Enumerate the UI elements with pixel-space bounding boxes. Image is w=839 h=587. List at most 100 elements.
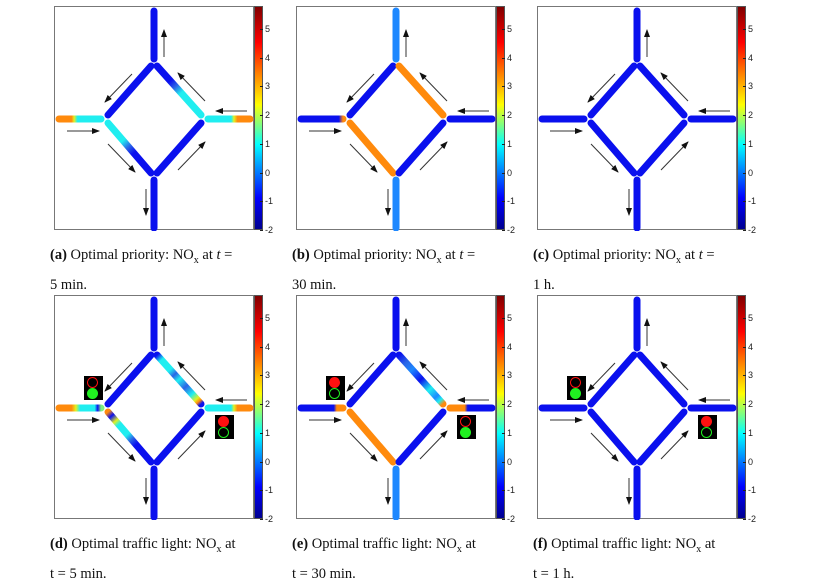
colorbar-tick-mark — [260, 433, 263, 434]
colorbar-tick-label: -2 — [748, 226, 756, 235]
colorbar-tick-mark — [502, 144, 505, 145]
colorbar-tick-mark — [260, 519, 263, 520]
colorbar-tick-mark — [743, 58, 746, 59]
colorbar-tick-label: 3 — [507, 371, 512, 380]
traffic-light-icon-right — [698, 415, 717, 439]
road-nw — [108, 66, 151, 115]
colorbar-tick-label: 3 — [265, 371, 270, 380]
network-plot-f — [537, 295, 737, 519]
red-lamp-icon — [218, 416, 229, 427]
colorbar-tick-mark — [502, 318, 505, 319]
colorbar — [254, 295, 263, 519]
subfigure-label: (c) — [533, 247, 549, 263]
traffic-light-icon-left — [567, 376, 586, 400]
caption-text: at — [442, 247, 460, 263]
colorbar-tick-mark — [743, 404, 746, 405]
colorbar-tick-mark — [502, 347, 505, 348]
colorbar-tick-label: -1 — [265, 486, 273, 495]
caption-line2: 30 min. — [292, 277, 336, 293]
road-sw — [108, 123, 151, 173]
colorbar-tick-label: 4 — [507, 343, 512, 352]
subfigure-label: (f) — [533, 536, 548, 552]
red-lamp-icon — [701, 416, 712, 427]
colorbar-tick-mark — [260, 347, 263, 348]
colorbar-tick-label: 3 — [265, 82, 270, 91]
colorbar-tick-label: 1 — [265, 429, 270, 438]
colorbar-tick-mark — [743, 115, 746, 116]
caption-text: = — [463, 247, 475, 263]
colorbar-tick-mark — [743, 173, 746, 174]
colorbar-tick-label: -2 — [265, 515, 273, 524]
colorbar-tick-label: 5 — [265, 25, 270, 34]
caption-text: at — [462, 536, 476, 552]
caption-text: at — [701, 536, 715, 552]
green-lamp-icon — [329, 388, 340, 399]
subfigure-label: (a) — [50, 247, 67, 263]
colorbar-tick-label: -1 — [507, 486, 515, 495]
colorbar-tick-mark — [260, 115, 263, 116]
traffic-light-icon-left — [84, 376, 103, 400]
colorbar-tick-mark — [743, 201, 746, 202]
caption-text: Optimal priority: NO — [310, 247, 437, 263]
caption-b: (b) Optimal priority: NOx at t =30 min. — [292, 243, 532, 298]
colorbar-tick-mark — [502, 230, 505, 231]
colorbar — [254, 6, 263, 230]
colorbar-tick-mark — [502, 490, 505, 491]
colorbar-tick-label: 0 — [265, 169, 270, 178]
colorbar-tick-mark — [502, 201, 505, 202]
colorbar-tick-mark — [743, 375, 746, 376]
caption-line2: t = 1 h. — [533, 566, 574, 582]
colorbar-tick-label: 5 — [748, 25, 753, 34]
colorbar-tick-label: -1 — [748, 197, 756, 206]
subfigure-label: (b) — [292, 247, 310, 263]
road-se — [157, 412, 201, 462]
colorbar-tick-label: 2 — [748, 111, 753, 120]
green-lamp-icon — [87, 388, 98, 399]
colorbar-tick-label: 0 — [748, 169, 753, 178]
colorbar-tick-label: 2 — [265, 111, 270, 120]
caption-line2: 1 h. — [533, 277, 555, 293]
caption-text: Optimal traffic light: NO — [68, 536, 217, 552]
colorbar-tick-label: -1 — [265, 197, 273, 206]
caption-text: at — [199, 247, 217, 263]
colorbar-tick-mark — [260, 318, 263, 319]
colorbar-tick-label: 5 — [265, 314, 270, 323]
colorbar — [496, 6, 505, 230]
colorbar-tick-label: 2 — [507, 111, 512, 120]
caption-text: Optimal traffic light: NO — [308, 536, 457, 552]
network-plot-c — [537, 6, 737, 230]
caption-text: at — [221, 536, 235, 552]
colorbar-tick-label: -1 — [507, 197, 515, 206]
road-nw — [591, 355, 634, 404]
colorbar-tick-label: 1 — [748, 140, 753, 149]
green-lamp-icon — [701, 427, 712, 438]
colorbar-tick-mark — [260, 375, 263, 376]
colorbar-tick-mark — [502, 173, 505, 174]
colorbar-tick-mark — [260, 173, 263, 174]
colorbar-tick-label: 1 — [507, 429, 512, 438]
road-se — [640, 412, 684, 462]
colorbar-tick-mark — [743, 29, 746, 30]
caption-text: Optimal priority: NO — [549, 247, 676, 263]
colorbar-tick-mark — [743, 144, 746, 145]
colorbar-tick-mark — [260, 58, 263, 59]
colorbar-tick-mark — [502, 519, 505, 520]
caption-text: Optimal traffic light: NO — [548, 536, 697, 552]
caption-text: Optimal priority: NO — [67, 247, 194, 263]
colorbar-tick-mark — [260, 29, 263, 30]
traffic-light-icon-left — [326, 376, 345, 400]
colorbar — [737, 6, 746, 230]
road-nw — [108, 355, 151, 404]
red-lamp-icon — [87, 377, 98, 388]
colorbar-tick-label: 0 — [748, 458, 753, 467]
colorbar-tick-mark — [743, 462, 746, 463]
colorbar-tick-label: -2 — [507, 515, 515, 524]
colorbar-tick-label: -2 — [748, 515, 756, 524]
colorbar-tick-mark — [502, 29, 505, 30]
caption-a: (a) Optimal priority: NOx at t =5 min. — [50, 243, 290, 298]
network-plot-a — [54, 6, 254, 230]
colorbar-tick-label: 4 — [265, 54, 270, 63]
colorbar-tick-mark — [743, 86, 746, 87]
road-sw — [591, 123, 634, 173]
